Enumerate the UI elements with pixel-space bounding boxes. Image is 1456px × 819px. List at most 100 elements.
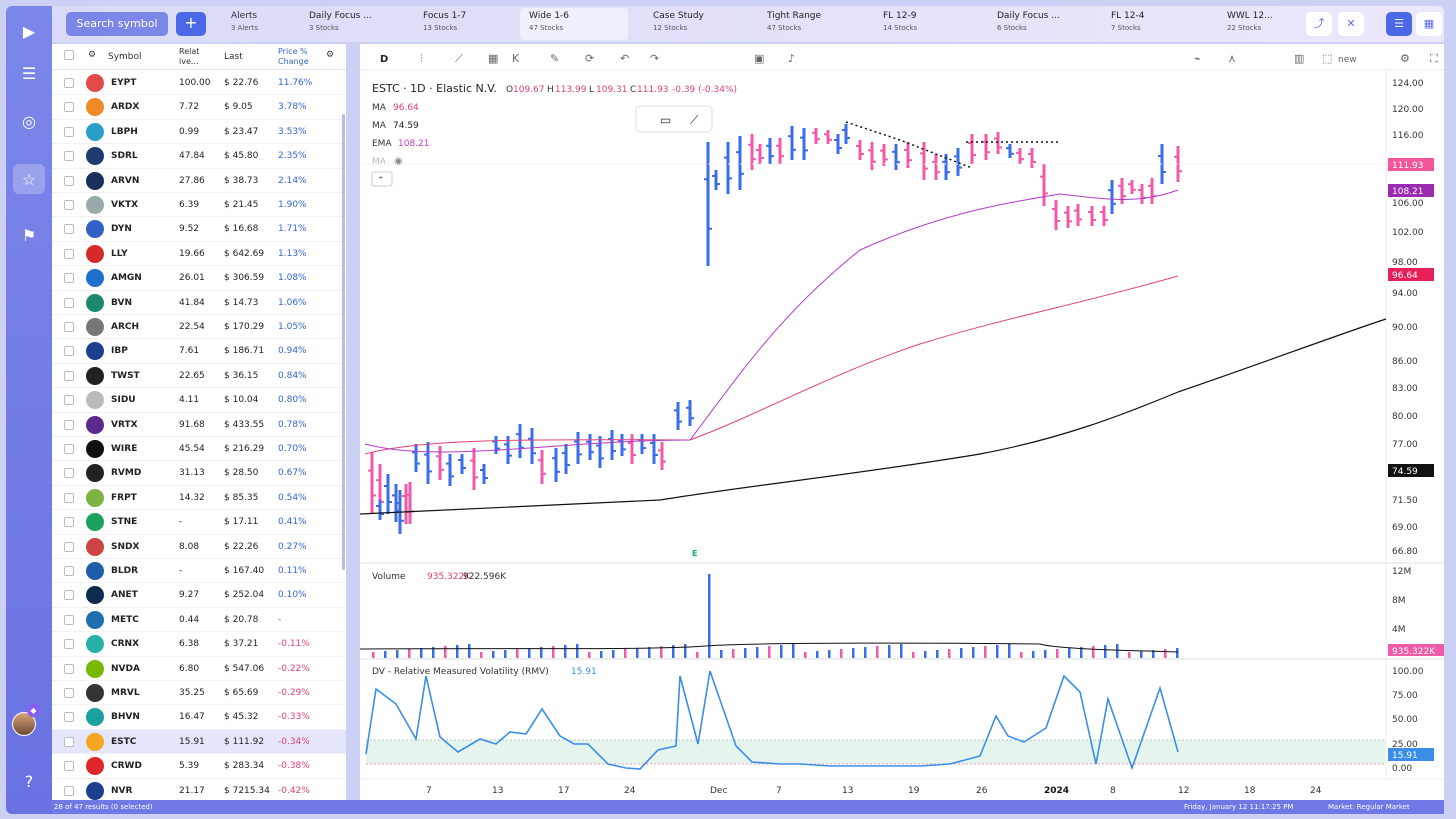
row-checkbox[interactable] [64, 444, 74, 454]
select-all-checkbox[interactable] [64, 50, 74, 60]
undo-icon[interactable]: ↶ [620, 52, 629, 65]
row-checkbox[interactable] [64, 370, 74, 381]
row-checkbox[interactable] [64, 78, 74, 88]
row-checkbox[interactable] [64, 712, 74, 723]
table-row[interactable]: AMGN 26.01 $ 306.59 1.08% [52, 266, 346, 291]
header-relative[interactable]: Relat ive... [179, 47, 200, 66]
tab-6[interactable]: FL 12-9 14 Stocks [874, 8, 980, 40]
table-row[interactable]: FRPT 14.32 $ 85.35 0.54% [52, 486, 346, 511]
tab-5[interactable]: Tight Range 47 Stocks [758, 8, 864, 40]
table-row[interactable]: BVN 41.84 $ 14.73 1.06% [52, 291, 346, 315]
table-row[interactable]: ARCH 22.54 $ 170.29 1.05% [52, 315, 346, 340]
table-row[interactable]: MRVL 35.25 $ 65.69 -0.29% [52, 681, 346, 706]
alarm-icon[interactable]: ♪ [788, 52, 795, 65]
row-checkbox[interactable] [64, 614, 74, 625]
fullscreen-icon[interactable]: ⛶ [1430, 52, 1438, 65]
row-checkbox[interactable] [64, 468, 74, 479]
row-checkbox[interactable] [64, 736, 74, 747]
row-checkbox[interactable] [64, 151, 74, 162]
table-row[interactable]: SDRL 47.84 $ 45.80 2.35% [52, 144, 346, 169]
table-row[interactable]: SNDX 8.08 $ 22.26 0.27% [52, 535, 346, 559]
row-checkbox[interactable] [64, 175, 74, 186]
row-checkbox[interactable] [64, 346, 74, 357]
row-checkbox[interactable] [64, 126, 74, 137]
chart-svg[interactable]: D⫶⟋▦K✎⟳↶↷▣♪⌁⋏▥⬚⚙⛶new124.00120.00116.0011… [359, 44, 1444, 800]
table-row[interactable]: ANET 9.27 $ 252.04 0.10% [52, 583, 346, 608]
row-checkbox[interactable] [64, 419, 74, 430]
new-layout-label[interactable]: new [1338, 55, 1357, 65]
hidden-eye-icon[interactable]: ◉ [394, 156, 403, 167]
header-price-change[interactable]: Price % Change [278, 47, 309, 66]
table-row[interactable]: IBP 7.61 $ 186.71 0.94% [52, 339, 346, 364]
tab-0[interactable]: Alerts 3 Alerts [222, 8, 328, 40]
table-row[interactable]: NVDA 6.80 $ 547.06 -0.22% [52, 657, 346, 681]
logo-play-icon[interactable]: ▶ [22, 21, 36, 41]
redo-icon[interactable]: ↷ [650, 52, 659, 65]
table-row[interactable]: SIDU 4.11 $ 10.04 0.80% [52, 388, 346, 413]
table-row[interactable]: ARDX 7.72 $ 9.05 3.78% [52, 95, 346, 120]
indicators-icon[interactable]: ⟋ [455, 52, 463, 65]
chart-settings-icon[interactable]: ⚙ [1400, 52, 1410, 65]
collapse-legend-button[interactable] [371, 171, 393, 187]
row-checkbox[interactable] [64, 761, 74, 772]
column-settings-gear-icon[interactable]: ⚙ [326, 50, 335, 60]
watchlist-scrollbar[interactable] [342, 114, 345, 570]
table-row[interactable]: BLDR - $ 167.40 0.11% [52, 559, 346, 584]
row-checkbox[interactable] [64, 566, 74, 576]
row-checkbox[interactable] [64, 492, 74, 503]
table-row[interactable]: CRNX 6.38 $ 37.21 -0.11% [52, 632, 346, 657]
trendline-icon[interactable]: ⟋ [690, 113, 699, 127]
search-symbol-button[interactable]: Search symbol [66, 12, 168, 36]
bar-type-icon[interactable]: ⫶ [420, 52, 423, 65]
table-row[interactable]: METC 0.44 $ 20.78 - [52, 608, 346, 633]
x-social-icon[interactable]: ✕ [1338, 12, 1364, 36]
table-row[interactable]: LBPH 0.99 $ 23.47 3.53% [52, 120, 346, 145]
row-checkbox[interactable] [64, 517, 74, 528]
k-icon[interactable]: K [512, 52, 520, 65]
add-button[interactable]: + [176, 12, 206, 36]
row-checkbox[interactable] [64, 322, 74, 332]
tab-3[interactable]: Wide 1-6 47 Stocks [520, 8, 628, 40]
row-checkbox[interactable] [64, 590, 74, 601]
header-symbol[interactable]: Symbol [108, 52, 142, 62]
row-checkbox[interactable] [64, 273, 74, 284]
row-checkbox[interactable] [64, 224, 74, 235]
table-row[interactable]: WIRE 45.54 $ 216.29 0.70% [52, 437, 346, 462]
tab-8[interactable]: FL 12-4 7 Stocks [1102, 8, 1208, 40]
row-checkbox[interactable] [64, 102, 74, 113]
watchlist-star-icon[interactable]: ☆ [13, 164, 45, 194]
row-checkbox[interactable] [64, 200, 74, 210]
table-row[interactable]: VKTX 6.39 $ 21.45 1.90% [52, 193, 346, 218]
list-view-icon[interactable]: ☰ [1386, 12, 1412, 36]
compare-icon[interactable]: ⋏ [1228, 52, 1236, 65]
table-row[interactable]: EYPT 100.00 $ 22.76 11.76% [52, 71, 346, 96]
tab-2[interactable]: Focus 1-7 13 Stocks [414, 8, 520, 40]
tab-7[interactable]: Daily Focus ... 6 Stocks [988, 8, 1094, 40]
table-row[interactable]: RVMD 31.13 $ 28.50 0.67% [52, 461, 346, 486]
row-checkbox[interactable] [64, 785, 74, 796]
row-checkbox[interactable] [64, 663, 74, 674]
table-row[interactable]: STNE - $ 17.11 0.41% [52, 510, 346, 535]
grid-view-icon[interactable]: ▦ [1416, 12, 1442, 36]
settings-gear-icon[interactable]: ⚙ [88, 50, 97, 60]
row-checkbox[interactable] [64, 395, 74, 406]
help-icon[interactable]: ? [24, 771, 34, 791]
table-row[interactable]: LLY 19.66 $ 642.69 1.13% [52, 242, 346, 267]
calendar-icon[interactable]: ▣ [754, 52, 764, 65]
tab-1[interactable]: Daily Focus ... 3 Stocks [300, 8, 406, 40]
menu-icon[interactable]: ☰ [21, 63, 37, 83]
chart-type-icon[interactable]: ⌁ [1194, 52, 1201, 65]
share-icon[interactable]: ⤴ [1306, 12, 1332, 36]
row-checkbox[interactable] [64, 297, 74, 308]
table-row[interactable]: ARVN 27.86 $ 38.73 2.14% [52, 169, 346, 193]
table-row[interactable]: DYN 9.52 $ 16.68 1.71% [52, 217, 346, 242]
table-row[interactable]: ESTC 15.91 $ 111.92 -0.34% [52, 729, 346, 755]
tab-9[interactable]: WWL 12... 22 Stocks [1218, 8, 1324, 40]
refresh-icon[interactable]: ⟳ [585, 52, 594, 65]
row-checkbox[interactable] [64, 688, 74, 698]
comment-icon[interactable]: ▭ [660, 113, 671, 127]
row-checkbox[interactable] [64, 639, 74, 650]
templates-icon[interactable]: ▦ [488, 52, 498, 65]
folder-icon[interactable]: ⬚ [1322, 52, 1332, 65]
draw-icon[interactable]: ✎ [550, 52, 559, 65]
